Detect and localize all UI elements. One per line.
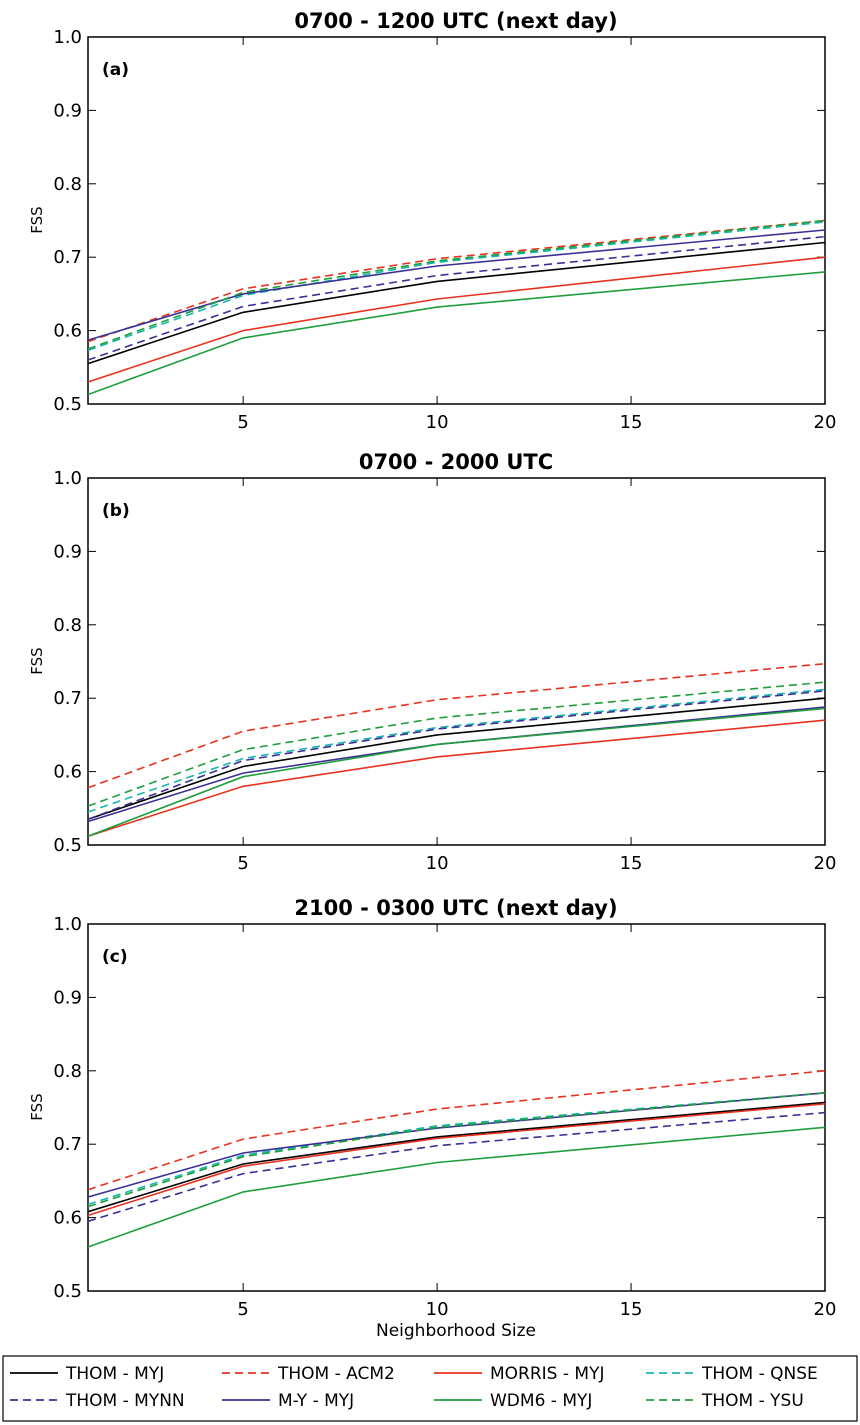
panel-b-xtick-label: 15 <box>620 853 643 874</box>
panel-c-title: 2100 - 0300 UTC (next day) <box>294 896 617 920</box>
panel-c-xtick-label: 10 <box>426 1299 449 1320</box>
panel-a-lines <box>87 219 826 396</box>
panel-c-ylabel: FSS <box>28 1093 46 1120</box>
panel-a-ytick-label: 0.8 <box>53 174 82 195</box>
panel-b-series-thom-mynn <box>87 690 826 821</box>
legend-item-morris-myj: MORRIS - MYJ <box>434 1364 604 1384</box>
panel-a-xtick-label: 10 <box>426 412 449 433</box>
panel-c-xtick-label: 15 <box>620 1299 643 1320</box>
panel-b-xtick-label: 10 <box>426 853 449 874</box>
panel-a-ytick-label: 0.9 <box>53 100 82 121</box>
panel-b-ytick-label: 0.6 <box>53 762 82 783</box>
panel-c-ytick-label: 0.7 <box>53 1134 82 1155</box>
panel-a-ytick-label: 0.5 <box>53 394 82 415</box>
panel-a-series-wdm6-myj <box>87 271 826 396</box>
panel-c-series-thom-ysu <box>87 1092 826 1208</box>
panel-b-series-thom-ysu <box>87 681 826 807</box>
legend-items: THOM - MYJ THOM - ACM2 MORRIS - MYJ THOM - … <box>10 1364 818 1411</box>
panel-a-ylabel: FSS <box>28 206 46 233</box>
panel-a-ytick-label: 0.6 <box>53 321 82 342</box>
panel-c-lines <box>87 1070 826 1248</box>
panel-b-title: 0700 - 2000 UTC <box>359 450 553 474</box>
legend-label: THOM - QNSE <box>701 1364 818 1384</box>
panel-a: 0700 - 1200 UTC (next day) (a) FSS 0.50.… <box>28 9 836 433</box>
panel-c: 2100 - 0300 UTC (next day) (c) FSS Neigh… <box>28 896 836 1341</box>
panel-b-frame <box>87 477 826 846</box>
legend-item-thom-mynn: THOM - MYNN <box>10 1391 185 1411</box>
legend-item-wdm6-myj: WDM6 - MYJ <box>434 1391 592 1411</box>
panel-b-ticks: 0.5 0.6 0.7 0.8 0.9 1.0 5 10 15 20 <box>53 468 836 874</box>
legend-label: WDM6 - MYJ <box>490 1391 592 1411</box>
legend-item-thom-myj: THOM - MYJ <box>10 1364 164 1384</box>
panel-c-xlabel: Neighborhood Size <box>376 1321 536 1341</box>
legend-label: M-Y - MYJ <box>278 1391 354 1411</box>
panel-a-ytick-label: 0.7 <box>53 247 82 268</box>
panel-b-ytick-label: 0.5 <box>53 835 82 856</box>
legend-label: THOM - MYNN <box>65 1391 185 1411</box>
legend-label: THOM - MYJ <box>65 1364 164 1384</box>
panel-a-series-m-y-myj <box>87 229 826 341</box>
panel-c-ytick-label: 0.8 <box>53 1061 82 1082</box>
panel-b-xtick-label: 5 <box>237 853 248 874</box>
legend-label: MORRIS - MYJ <box>490 1364 604 1384</box>
panel-c-series-thom-acm2 <box>87 1070 826 1191</box>
panel-a-series-morris-myj <box>87 256 826 383</box>
panel-c-ytick-label: 0.6 <box>53 1208 82 1229</box>
panel-b-series-thom-myj <box>87 697 826 821</box>
legend-item-thom-qnse: THOM - QNSE <box>646 1364 818 1384</box>
panel-a-label: (a) <box>102 60 129 80</box>
panel-c-series-wdm6-myj <box>87 1126 826 1248</box>
panel-a-ytick-label: 1.0 <box>53 27 82 48</box>
legend-item-thom-acm2: THOM - ACM2 <box>222 1364 395 1384</box>
panel-b-label: (b) <box>102 501 130 521</box>
panel-b-lines <box>87 662 826 837</box>
panel-c-series-thom-qnse <box>87 1092 826 1206</box>
panel-a-series-thom-qnse <box>87 221 826 352</box>
panel-b-xtick-label: 20 <box>814 853 837 874</box>
panel-c-frame <box>87 923 826 1292</box>
legend-item-thom-ysu: THOM - YSU <box>646 1391 804 1411</box>
panel-c-ytick-label: 0.5 <box>53 1281 82 1302</box>
panel-b-ytick-label: 0.9 <box>53 541 82 562</box>
panel-a-xtick-label: 5 <box>237 412 248 433</box>
panel-a-xtick-label: 20 <box>814 412 837 433</box>
panel-b-series-morris-myj <box>87 719 826 837</box>
panel-c-ticks: 0.5 0.6 0.7 0.8 0.9 1.0 5 10 15 20 <box>53 914 836 1320</box>
panel-b-ylabel: FSS <box>28 647 46 674</box>
panel-b-ytick-label: 1.0 <box>53 468 82 489</box>
panel-b-series-wdm6-myj <box>87 707 826 837</box>
panel-c-series-thom-mynn <box>87 1111 826 1223</box>
legend-label: THOM - YSU <box>701 1391 804 1411</box>
panel-a-series-thom-mynn <box>87 235 826 361</box>
panel-c-ytick-label: 1.0 <box>53 914 82 935</box>
panel-a-xtick-label: 15 <box>620 412 643 433</box>
panel-c-series-morris-myj <box>87 1103 826 1217</box>
panel-b-series-thom-acm2 <box>87 662 826 789</box>
panel-a-series-thom-myj <box>87 241 826 365</box>
panel-b: 0700 - 2000 UTC (b) FSS 0.5 0.6 0.7 0.8 0.9 1… <box>28 450 836 874</box>
panel-a-title: 0700 - 1200 UTC (next day) <box>294 9 617 33</box>
panel-c-label: (c) <box>102 947 128 967</box>
legend-item-m-y-myj: M-Y - MYJ <box>222 1391 354 1411</box>
legend: THOM - MYJ THOM - ACM2 MORRIS - MYJ THOM - … <box>2 1355 858 1422</box>
panel-c-ytick-label: 0.9 <box>53 987 82 1008</box>
panel-b-ytick-label: 0.7 <box>53 688 82 709</box>
panel-b-ytick-label: 0.8 <box>53 615 82 636</box>
panel-a-series-thom-ysu <box>87 219 826 350</box>
panel-c-series-thom-myj <box>87 1101 826 1213</box>
panel-b-series-m-y-myj <box>87 706 826 823</box>
panel-a-frame <box>87 36 826 405</box>
panel-b-series-thom-qnse <box>87 688 826 813</box>
panel-c-xtick-label: 5 <box>237 1299 248 1320</box>
panel-a-series-thom-acm2 <box>87 219 826 343</box>
legend-label: THOM - ACM2 <box>277 1364 395 1384</box>
panel-c-series-m-y-myj <box>87 1092 826 1198</box>
panel-a-ticks: 0.5 0.6 0.7 0.8 0.9 1.0 5 10 15 20 <box>53 27 836 433</box>
panel-c-xtick-label: 20 <box>814 1299 837 1320</box>
legend-frame <box>2 1355 858 1422</box>
